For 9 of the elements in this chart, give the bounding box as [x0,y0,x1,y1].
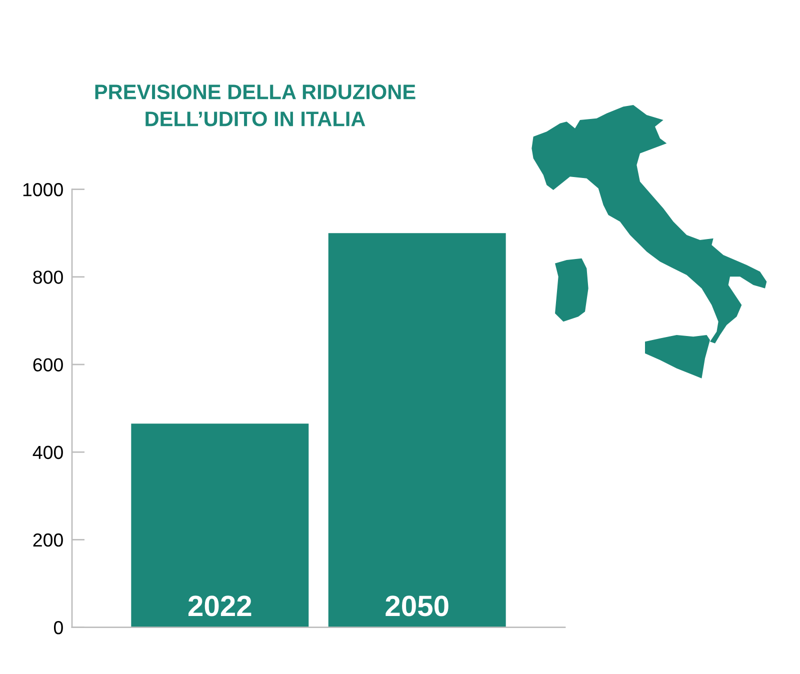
y-tick-label: 800 [33,270,63,284]
chart-title: PREVISIONE DELLA RIDUZIONE DELL’UDITO IN ITALIA [95,84,416,126]
x-tick-label: 2050 [386,596,448,616]
y-tick-label: 600 [33,358,63,372]
y-tick-label: 1000 [23,183,63,196]
y-tick-label: 200 [33,533,63,547]
y-tick-label: 400 [32,446,63,460]
y-tick-label: 0 [54,621,63,634]
x-tick-label: 2022 [188,596,252,616]
